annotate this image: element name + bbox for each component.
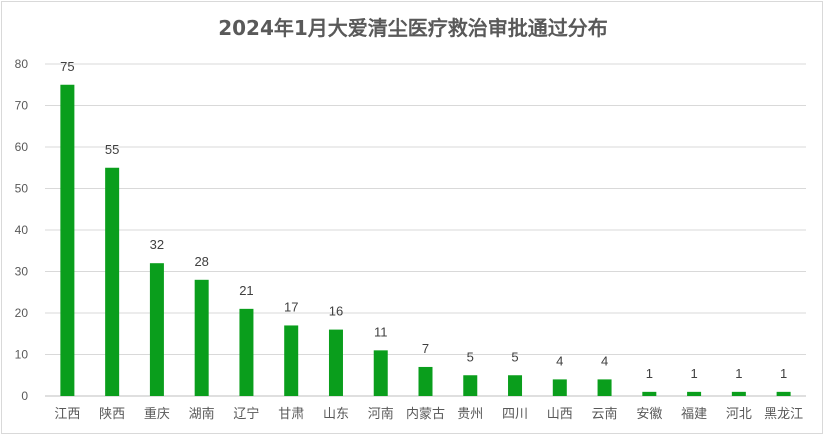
y-tick-label: 40 — [15, 223, 29, 237]
x-tick-label: 贵州 — [457, 407, 483, 422]
y-tick-label: 0 — [21, 389, 28, 403]
x-tick-label: 内蒙古 — [406, 406, 445, 422]
data-label: 7 — [422, 341, 429, 356]
bar — [463, 375, 478, 396]
bar — [149, 263, 164, 396]
data-label: 5 — [511, 349, 518, 364]
bar — [373, 350, 388, 396]
x-tick-label: 安徽 — [636, 407, 662, 422]
y-axis: 0 10 20 30 40 50 60 70 80 — [15, 57, 29, 403]
x-tick-label: 山东 — [323, 407, 349, 422]
y-tick-label: 30 — [15, 265, 29, 279]
x-tick-label: 陕西 — [99, 407, 125, 422]
x-tick-label: 黑龙江 — [764, 407, 803, 422]
x-tick-label: 河南 — [368, 406, 394, 422]
x-axis: 江西 陕西 重庆 湖南 辽宁 甘肃 山东 河南 内蒙古 贵州 四川 山西 云南 安徽 福建 河北 黑龙江 — [54, 406, 803, 422]
bar — [105, 167, 120, 396]
bar — [328, 329, 343, 396]
data-label: 1 — [646, 366, 653, 381]
chart-title: 2024年1月大爱清尘医疗救治审批通过分布 — [218, 16, 608, 40]
x-tick-label: 福建 — [681, 407, 707, 422]
x-tick-label: 甘肃 — [278, 407, 304, 422]
data-label: 1 — [780, 366, 787, 381]
x-tick-label: 辽宁 — [233, 406, 259, 422]
y-tick-label: 10 — [15, 348, 29, 362]
x-tick-label: 四川 — [502, 407, 528, 422]
x-tick-label: 重庆 — [144, 406, 170, 422]
data-label: 1 — [690, 366, 697, 381]
x-tick-label: 江西 — [54, 407, 80, 422]
x-tick-label: 山西 — [547, 407, 573, 422]
y-tick-label: 20 — [15, 306, 29, 320]
data-label: 17 — [284, 299, 298, 314]
bar — [597, 379, 612, 396]
bar — [284, 325, 299, 396]
y-tick-label: 70 — [15, 99, 29, 113]
y-tick-label: 60 — [15, 140, 29, 154]
bar — [418, 366, 433, 396]
bar — [60, 84, 75, 396]
x-tick-label: 湖南 — [189, 406, 215, 422]
bar — [731, 391, 746, 396]
data-label: 1 — [735, 366, 742, 381]
data-label: 4 — [556, 353, 563, 368]
y-tick-label: 50 — [15, 182, 29, 196]
bar — [508, 375, 523, 396]
data-label: 5 — [467, 349, 474, 364]
data-label: 21 — [239, 283, 253, 298]
x-tick-label: 云南 — [592, 406, 618, 422]
data-label: 55 — [105, 142, 119, 157]
data-label: 16 — [329, 304, 343, 319]
bar — [239, 308, 254, 396]
bar — [642, 391, 657, 396]
y-tick-label: 80 — [15, 57, 29, 71]
x-tick-label: 河北 — [726, 407, 752, 422]
data-label: 75 — [60, 59, 74, 74]
gridlines — [45, 63, 806, 397]
data-label: 28 — [194, 254, 208, 269]
data-label: 11 — [374, 324, 388, 339]
data-label: 32 — [150, 237, 164, 252]
bar — [552, 379, 567, 396]
bar — [194, 279, 209, 396]
bar — [687, 391, 702, 396]
bar — [776, 391, 791, 396]
data-label: 4 — [601, 353, 608, 368]
